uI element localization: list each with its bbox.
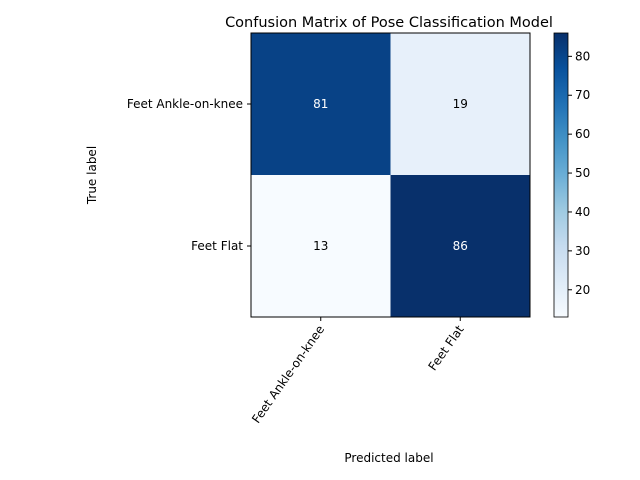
x-axis-label: Predicted label — [344, 451, 433, 465]
colorbar-tick-label: 60 — [575, 127, 590, 141]
heatmap-cell-0-0 — [251, 33, 391, 176]
x-tick-label: Feet Ankle-on-knee — [249, 323, 327, 426]
y-axis-ticks: Feet Ankle-on-knee Feet Flat — [127, 97, 251, 253]
colorbar-tick-label: 30 — [575, 244, 590, 258]
heatmap-cells: 81 19 13 86 — [251, 33, 531, 318]
heatmap-cell-1-1 — [390, 175, 531, 318]
colorbar-tick-label: 50 — [575, 166, 590, 180]
colorbar-ticks: 20 30 40 50 60 70 80 — [568, 49, 590, 297]
cell-value-label: 19 — [453, 97, 468, 111]
cell-value-label: 13 — [313, 239, 328, 253]
heatmap-cell-1-0 — [251, 175, 391, 318]
cell-value-label: 86 — [453, 239, 468, 253]
colorbar-tick-label: 40 — [575, 205, 590, 219]
colorbar-tick-label: 80 — [575, 49, 590, 63]
y-axis-label: True label — [85, 146, 99, 205]
colorbar-tick-label: 70 — [575, 88, 590, 102]
cell-value-label: 81 — [313, 97, 328, 111]
x-tick-label: Feet Flat — [426, 322, 467, 373]
y-tick-label: Feet Flat — [191, 239, 243, 253]
colorbar-tick-label: 20 — [575, 283, 590, 297]
chart-title: Confusion Matrix of Pose Classification … — [225, 15, 553, 31]
colorbar — [553, 32, 569, 318]
heatmap-cell-0-1 — [390, 33, 531, 176]
x-axis-ticks: Feet Ankle-on-knee Feet Flat — [249, 317, 467, 426]
plot-frame — [250, 32, 531, 318]
y-tick-label: Feet Ankle-on-knee — [127, 97, 243, 111]
